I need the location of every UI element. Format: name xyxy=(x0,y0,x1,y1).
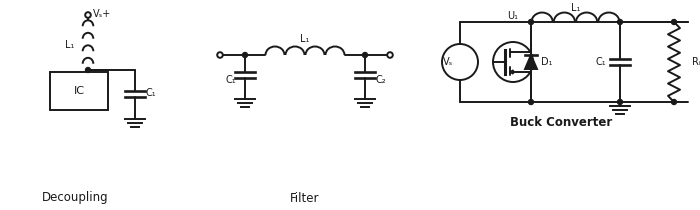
Text: C₂: C₂ xyxy=(376,75,386,85)
Text: C₁: C₁ xyxy=(145,88,155,98)
Circle shape xyxy=(85,67,90,72)
Text: L₁: L₁ xyxy=(65,40,75,50)
FancyArrow shape xyxy=(510,70,514,74)
Text: Rₗ: Rₗ xyxy=(692,57,700,67)
Circle shape xyxy=(617,100,622,105)
Text: Buck Converter: Buck Converter xyxy=(510,116,612,129)
Text: Decoupling: Decoupling xyxy=(42,192,108,205)
Text: IC: IC xyxy=(74,86,85,96)
Text: U₁: U₁ xyxy=(508,11,519,21)
Circle shape xyxy=(671,20,676,25)
Polygon shape xyxy=(525,55,537,69)
Bar xyxy=(50,72,108,110)
Text: C₁: C₁ xyxy=(225,75,237,85)
Text: Vₛ: Vₛ xyxy=(442,57,453,67)
Text: Vₛ+: Vₛ+ xyxy=(93,9,111,19)
Text: C₁: C₁ xyxy=(596,57,606,67)
Text: L₁: L₁ xyxy=(570,3,580,13)
Text: L₁: L₁ xyxy=(300,34,309,44)
Circle shape xyxy=(671,100,676,105)
Circle shape xyxy=(528,100,533,105)
Circle shape xyxy=(242,52,248,58)
Circle shape xyxy=(617,20,622,25)
Text: D₁: D₁ xyxy=(541,57,552,67)
Text: Filter: Filter xyxy=(290,192,320,205)
Circle shape xyxy=(528,20,533,25)
Circle shape xyxy=(363,52,368,58)
